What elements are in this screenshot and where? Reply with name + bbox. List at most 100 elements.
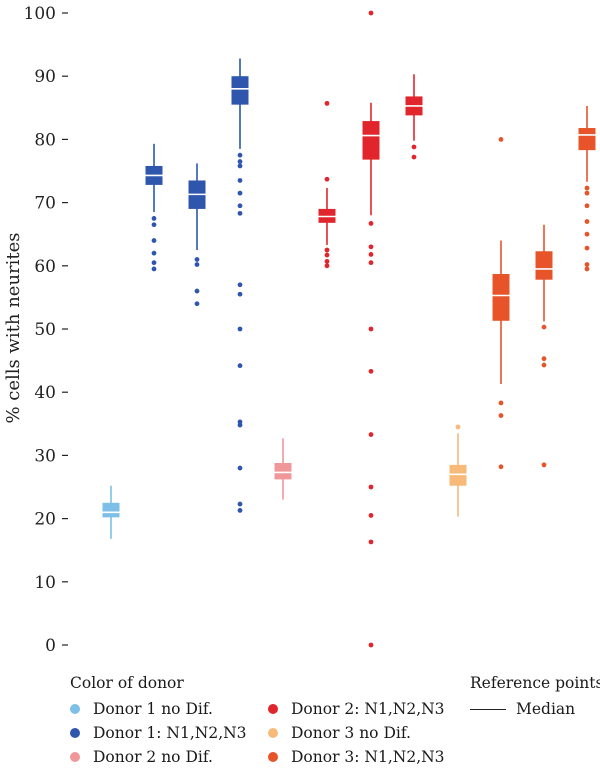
box-5 xyxy=(274,438,292,500)
legend-item: Donor 1: N1,N2,N3 xyxy=(70,724,247,742)
outlier-point xyxy=(368,252,374,257)
outlier-point xyxy=(237,203,243,209)
legend-label: Donor 3: N1,N2,N3 xyxy=(291,748,445,766)
outlier-point xyxy=(324,176,330,182)
legend: Color of donor Donor 1 no Dif. Donor 1: N… xyxy=(0,666,600,773)
outlier-point xyxy=(237,178,243,183)
outlier-point xyxy=(368,484,374,490)
outlier-point xyxy=(194,262,200,267)
outlier-point xyxy=(584,219,590,224)
outlier-point xyxy=(237,507,243,513)
outlier-point xyxy=(324,252,330,258)
outlier-point xyxy=(411,144,417,150)
outlier-point xyxy=(368,10,374,16)
y-axis-title: % cells with neurites xyxy=(3,232,24,423)
box-body xyxy=(449,464,467,486)
outlier-point xyxy=(498,400,504,406)
legend-label: Donor 2: N1,N2,N3 xyxy=(291,700,445,718)
box-7 xyxy=(362,10,380,648)
outlier-point xyxy=(237,291,243,297)
y-tick-label: 0 xyxy=(45,636,56,656)
box-12 xyxy=(578,105,596,272)
y-tick-label: 50 xyxy=(34,320,56,340)
box-4 xyxy=(231,58,249,513)
boxes xyxy=(102,10,596,648)
y-tick-label: 60 xyxy=(34,257,56,277)
box-body xyxy=(274,462,292,480)
box-body xyxy=(231,76,249,105)
outlier-point xyxy=(237,501,243,507)
outlier-point xyxy=(541,362,547,368)
box-9 xyxy=(449,424,467,517)
outlier-point xyxy=(368,368,374,374)
box-2 xyxy=(145,143,163,272)
outlier-point xyxy=(368,642,374,648)
y-tick-label: 70 xyxy=(34,194,56,214)
box-3 xyxy=(188,163,206,307)
outlier-point xyxy=(151,238,157,243)
outlier-point xyxy=(368,326,374,332)
outlier-point xyxy=(151,216,157,221)
outlier-point xyxy=(324,258,330,264)
legend-item: Donor 2 no Dif. xyxy=(70,748,213,766)
outlier-point xyxy=(584,203,590,209)
outlier-point xyxy=(541,356,547,362)
box-body xyxy=(535,251,553,280)
outlier-point xyxy=(324,263,330,269)
outlier-point xyxy=(498,137,504,142)
boxplot-chart: 0 10 20 30 40 50 60 70 80 90 100 % cells with neur… xyxy=(3,4,596,656)
outlier-point xyxy=(541,324,547,330)
y-tick-label: 20 xyxy=(34,510,56,530)
outlier-point xyxy=(237,465,243,471)
legend-color-dot xyxy=(268,752,278,762)
legend-label: Donor 1: N1,N2,N3 xyxy=(93,724,247,742)
legend-item: Donor 1 no Dif. xyxy=(70,700,213,718)
box-10 xyxy=(492,137,510,470)
outlier-point xyxy=(194,288,200,294)
outlier-point xyxy=(541,462,547,468)
legend-item: Donor 3: N1,N2,N3 xyxy=(268,748,445,766)
y-tick-label: 30 xyxy=(34,446,56,466)
outlier-point xyxy=(237,210,243,216)
box-body xyxy=(102,502,120,518)
outlier-point xyxy=(151,266,157,272)
outlier-point xyxy=(237,152,243,158)
legend-color-dot xyxy=(70,728,80,738)
outlier-point xyxy=(194,301,200,307)
box-6 xyxy=(318,100,336,269)
legend-color-dot xyxy=(70,752,80,762)
reference-median: Median xyxy=(470,700,575,718)
outlier-point xyxy=(368,539,374,545)
y-tick-label: 100 xyxy=(24,4,56,24)
outlier-point xyxy=(151,260,157,266)
reference-points-title: Reference points: xyxy=(470,674,600,692)
legend-color-dot xyxy=(70,704,80,714)
outlier-point xyxy=(584,231,590,237)
outlier-point xyxy=(411,154,417,160)
outlier-point xyxy=(237,422,243,428)
legend-color-dot xyxy=(268,728,278,738)
legend-label: Donor 1 no Dif. xyxy=(93,700,213,718)
outlier-point xyxy=(584,185,590,191)
y-tick-label: 40 xyxy=(34,383,56,403)
legend-label: Donor 2 no Dif. xyxy=(93,748,213,766)
y-tick-label: 10 xyxy=(34,573,56,593)
outlier-point xyxy=(584,245,590,251)
outlier-point xyxy=(368,260,374,266)
outlier-point xyxy=(237,326,243,332)
legend-title: Color of donor xyxy=(70,674,184,692)
outlier-point xyxy=(151,250,157,256)
outlier-point xyxy=(324,247,330,253)
outlier-point xyxy=(237,190,243,196)
outlier-point xyxy=(368,513,374,518)
outlier-point xyxy=(151,222,157,228)
box-body xyxy=(578,128,596,151)
outlier-point xyxy=(584,262,590,267)
outlier-point xyxy=(455,424,461,430)
box-body xyxy=(492,274,510,321)
outlier-point xyxy=(498,413,504,418)
legend-label: Donor 3 no Dif. xyxy=(291,724,411,742)
reference-median-label: Median xyxy=(516,700,576,718)
outlier-point xyxy=(237,282,243,288)
outlier-point xyxy=(237,363,243,369)
